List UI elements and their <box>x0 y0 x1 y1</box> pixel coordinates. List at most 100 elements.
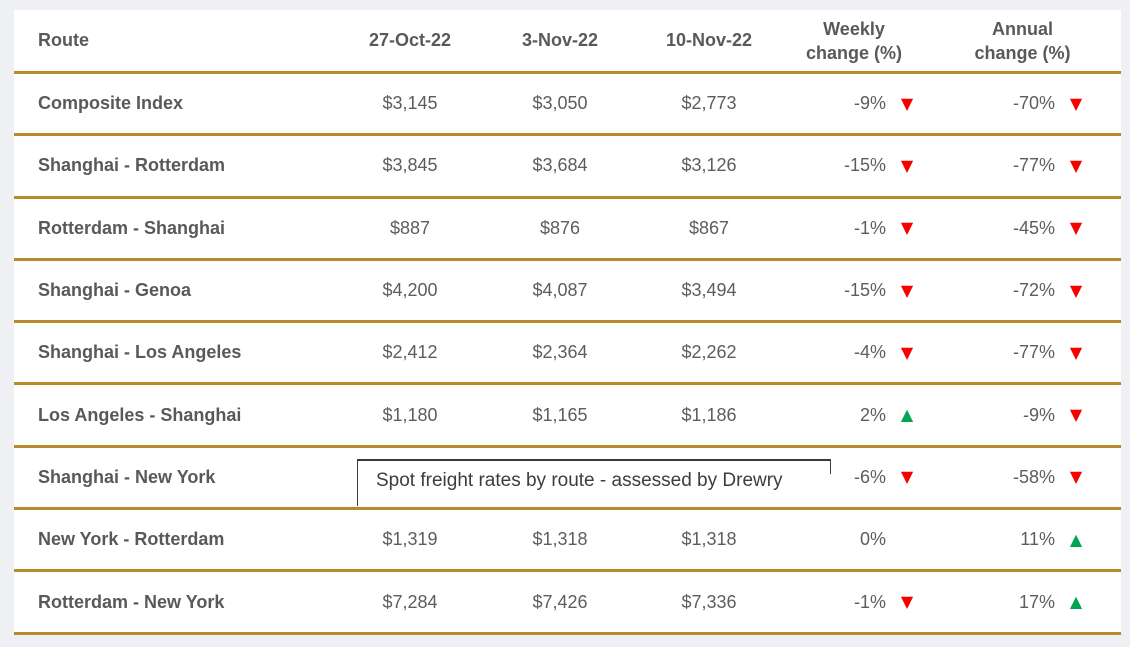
annual-change-value: 17% <box>1018 591 1055 612</box>
weekly-change-cell: -9% ▼ <box>784 74 924 133</box>
rate-3-nov-cell: $1,318 <box>532 529 588 550</box>
annual-change-value: 11% <box>1020 529 1055 550</box>
route-cell: Los Angeles - Shanghai <box>38 404 242 425</box>
weekly-change-value: 0% <box>859 529 886 550</box>
chart-title-textbox[interactable]: Spot freight rates by route - assessed b… <box>357 459 831 506</box>
chart-title-text: Spot freight rates by route - assessed b… <box>376 470 783 491</box>
annual-header-line1: Annual <box>992 18 1053 39</box>
column-header-weekly-change: Weekly change (%) <box>784 17 924 65</box>
rate-3-nov-cell: $4,087 <box>532 280 588 301</box>
rate-27-oct-cell: $3,145 <box>382 93 438 114</box>
annual-change-cell: -72% ▼ <box>924 261 1121 320</box>
rate-3-nov-cell: $1,165 <box>532 404 588 425</box>
annual-change-triangle-icon: ▲ <box>1069 592 1083 612</box>
annual-change-triangle-icon: ▼ <box>1069 405 1083 425</box>
rate-27-oct-cell: $4,200 <box>382 280 438 301</box>
annual-change-triangle-icon: ▼ <box>1069 93 1083 113</box>
rate-27-oct-cell: $7,284 <box>382 591 438 612</box>
rate-3-nov-cell: $3,050 <box>532 93 588 114</box>
table-header-row: Route 27-Oct-22 3-Nov-22 10-Nov-22 Weekl… <box>14 10 1121 74</box>
rate-3-nov-cell: $3,684 <box>532 155 588 176</box>
weekly-change-triangle-icon: ▼ <box>900 592 914 612</box>
table-body: Composite Index $3,145 $3,050 $2,773 -9%… <box>14 74 1121 635</box>
rate-10-nov-cell: $1,318 <box>681 529 737 550</box>
weekly-change-triangle-icon: ▲ <box>900 405 914 425</box>
column-header-annual-change: Annual change (%) <box>924 17 1121 65</box>
rate-10-nov-cell: $3,494 <box>681 280 737 301</box>
annual-change-value: -9% <box>1022 404 1055 425</box>
column-header-route: Route <box>38 30 89 50</box>
annual-change-triangle-icon: ▼ <box>1069 155 1083 175</box>
annual-change-cell: 11% ▲ <box>924 510 1121 569</box>
annual-change-cell: -77% ▼ <box>924 136 1121 195</box>
annual-change-value: -58% <box>1012 466 1055 487</box>
weekly-change-triangle-icon: ▼ <box>900 280 914 300</box>
rate-27-oct-cell: $1,180 <box>382 404 438 425</box>
annual-change-value: -70% <box>1012 93 1055 114</box>
annual-change-triangle-icon: ▼ <box>1069 218 1083 238</box>
route-cell: Shanghai - Rotterdam <box>38 155 226 176</box>
annual-change-triangle-icon: ▼ <box>1069 467 1083 487</box>
annual-change-value: -77% <box>1012 155 1055 176</box>
rate-27-oct-cell: $1,319 <box>382 529 438 550</box>
annual-change-cell: -9% ▼ <box>924 385 1121 444</box>
weekly-change-value: -4% <box>853 342 886 363</box>
weekly-change-triangle-icon: ▼ <box>900 155 914 175</box>
route-cell: Rotterdam - New York <box>38 591 225 612</box>
freight-rates-table: Route 27-Oct-22 3-Nov-22 10-Nov-22 Weekl… <box>14 10 1121 635</box>
route-cell: Shanghai - Los Angeles <box>38 342 242 363</box>
rate-3-nov-cell: $876 <box>539 217 581 238</box>
rate-27-oct-cell: $2,412 <box>382 342 438 363</box>
weekly-change-triangle-icon: ▼ <box>900 342 914 362</box>
weekly-change-triangle-icon: ▼ <box>900 467 914 487</box>
route-cell: New York - Rotterdam <box>38 529 225 550</box>
weekly-change-value: 2% <box>859 404 886 425</box>
weekly-change-cell: -1% ▼ <box>784 199 924 258</box>
weekly-change-value: -9% <box>853 93 886 114</box>
rate-27-oct-cell: $887 <box>389 217 431 238</box>
rate-10-nov-cell: $3,126 <box>681 155 737 176</box>
annual-change-cell: 17% ▲ <box>924 572 1121 631</box>
rate-27-oct-cell: $3,845 <box>382 155 438 176</box>
rate-10-nov-cell: $7,336 <box>681 591 737 612</box>
weekly-change-value: -1% <box>853 217 886 238</box>
annual-change-cell: -58% ▼ <box>924 448 1121 507</box>
column-header-27-oct-22: 27-Oct-22 <box>368 30 452 50</box>
column-header-10-nov-22: 10-Nov-22 <box>665 30 753 50</box>
annual-change-value: -72% <box>1012 280 1055 301</box>
annual-change-triangle-icon: ▼ <box>1069 342 1083 362</box>
weekly-header-line2: change (%) <box>805 42 902 63</box>
weekly-change-cell: -4% ▼ <box>784 323 924 382</box>
route-cell: Rotterdam - Shanghai <box>38 217 226 238</box>
rate-10-nov-cell: $1,186 <box>681 404 737 425</box>
annual-change-cell: -70% ▼ <box>924 74 1121 133</box>
table-row: Shanghai - Los Angeles $2,412 $2,364 $2,… <box>14 323 1121 386</box>
weekly-change-cell: -15% ▼ <box>784 261 924 320</box>
table-row: Los Angeles - Shanghai $1,180 $1,165 $1,… <box>14 385 1121 448</box>
route-cell: Shanghai - New York <box>38 466 216 487</box>
route-cell: Composite Index <box>38 93 184 114</box>
weekly-change-value: -1% <box>853 591 886 612</box>
weekly-change-triangle-icon: ▼ <box>900 93 914 113</box>
annual-change-value: -45% <box>1012 217 1055 238</box>
rate-10-nov-cell: $2,262 <box>681 342 737 363</box>
weekly-change-cell: -15% ▼ <box>784 136 924 195</box>
annual-change-value: -77% <box>1012 342 1055 363</box>
table-row: Shanghai - Genoa $4,200 $4,087 $3,494 -1… <box>14 260 1121 324</box>
weekly-change-cell: 0% <box>784 510 924 569</box>
annual-change-cell: -45% ▼ <box>924 199 1121 258</box>
weekly-change-cell: 2% ▲ <box>784 385 924 444</box>
weekly-header-line1: Weekly <box>823 18 885 39</box>
annual-change-cell: -77% ▼ <box>924 323 1121 382</box>
annual-change-triangle-icon: ▼ <box>1069 280 1083 300</box>
weekly-change-value: -15% <box>843 155 886 176</box>
table-row: New York - Rotterdam $1,319 $1,318 $1,31… <box>14 510 1121 573</box>
rate-10-nov-cell: $867 <box>688 217 730 238</box>
table-row: Composite Index $3,145 $3,050 $2,773 -9%… <box>14 74 1121 137</box>
annual-header-line2: change (%) <box>974 42 1071 63</box>
rate-3-nov-cell: $7,426 <box>532 591 588 612</box>
annual-change-triangle-icon: ▲ <box>1069 529 1083 549</box>
rate-3-nov-cell: $2,364 <box>532 342 588 363</box>
column-header-3-nov-22: 3-Nov-22 <box>521 30 599 50</box>
table-row: Rotterdam - New York $7,284 $7,426 $7,33… <box>14 572 1121 635</box>
